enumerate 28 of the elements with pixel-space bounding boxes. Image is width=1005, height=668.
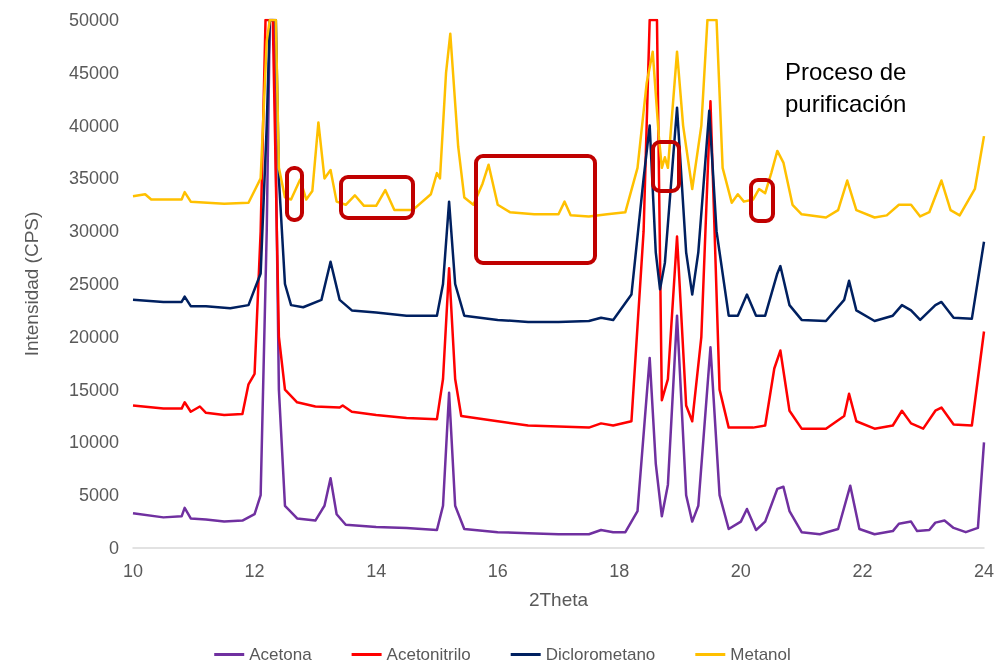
y-axis-title: Intensidad (CPS) [21,211,42,357]
x-axis-title: 2Theta [528,589,589,610]
y-tick-label: 0 [108,538,119,558]
y-tick-label: 40000 [68,115,119,136]
x-tick-label: 20 [730,561,751,581]
y-tick-label: 20000 [68,326,119,347]
y-tick-label: 5000 [78,485,119,506]
annotation: Proceso de purificación [785,57,908,119]
line-series [131,18,986,219]
legend-label: Acetonitrilo [386,645,471,664]
x-tick-label: 16 [487,561,508,581]
y-tick-label: 35000 [68,168,119,189]
y-tick-label: 10000 [68,432,119,453]
y-tick-label: 45000 [68,62,119,83]
line-series [131,18,986,430]
x-tick-label: 18 [609,561,630,581]
x-tick-label: 22 [852,561,873,581]
y-tick-label: 15000 [68,379,119,400]
y-tick-label: 50000 [68,10,119,30]
x-tick-label: 12 [244,561,265,581]
x-tick-label: 14 [366,561,387,581]
x-tick-label: 24 [973,561,995,581]
legend-label: Metanol [730,645,791,664]
legend-label: Diclorometano [545,645,656,664]
y-tick-label: 30000 [68,221,119,242]
legend-label: Acetona [249,645,313,664]
y-tick-label: 25000 [68,274,119,294]
x-tick-label: 10 [122,561,144,581]
